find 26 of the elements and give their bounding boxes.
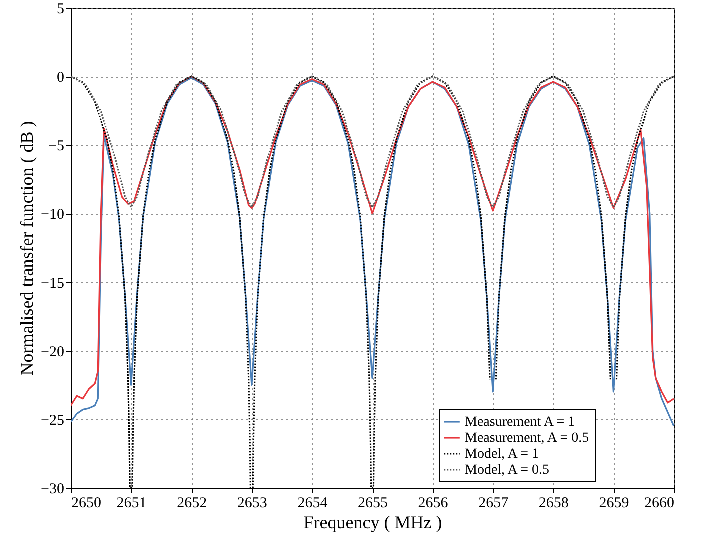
x-tick-label: 2656 (418, 496, 449, 512)
y-tick-label: −15 (41, 276, 64, 292)
x-tick-label: 2657 (478, 496, 510, 512)
legend-label: Model, A = 1 (465, 447, 540, 462)
y-tick-label: 0 (57, 70, 64, 86)
y-tick-label: −20 (41, 344, 64, 360)
y-axis-title: Normalised transfer function ( dB ) (17, 121, 38, 376)
x-tick-label: 2650 (72, 496, 102, 512)
legend-label: Measurement, A = 0.5 (465, 431, 590, 446)
x-tick-label: 2653 (237, 496, 268, 512)
x-tick-label: 2651 (116, 496, 147, 512)
x-tick-label: 2658 (538, 496, 569, 512)
y-tick-label: 5 (57, 2, 64, 18)
y-tick-label: −10 (41, 207, 64, 224)
line-series (71, 76, 674, 208)
legend-label: Measurement A = 1 (465, 415, 576, 430)
x-tick-label: 2655 (358, 496, 388, 512)
y-tick-label: −30 (41, 482, 64, 498)
y-tick-label: −25 (41, 412, 64, 429)
x-tick-label: 2659 (599, 496, 630, 512)
x-tick-label: 2660 (644, 496, 674, 512)
x-axis-title: Frequency ( MHz ) (304, 512, 442, 532)
x-tick-label: 2652 (177, 496, 208, 512)
y-tick-label: −5 (48, 138, 64, 155)
x-tick-label: 2654 (298, 496, 328, 512)
legend-label: Model, A = 0.5 (465, 463, 550, 478)
